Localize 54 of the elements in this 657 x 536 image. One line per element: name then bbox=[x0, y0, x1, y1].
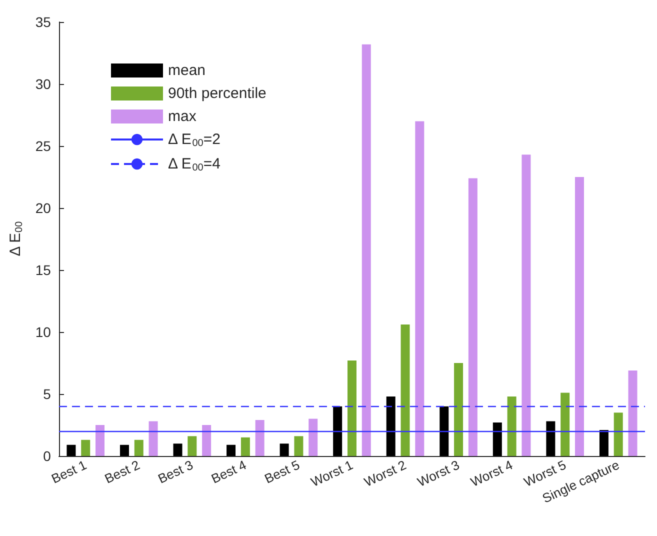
bar bbox=[628, 370, 638, 456]
bar bbox=[294, 436, 304, 456]
y-tick-label: 10 bbox=[35, 324, 52, 340]
x-tick-label: Worst 4 bbox=[468, 457, 515, 490]
bar bbox=[81, 440, 90, 456]
bar bbox=[400, 324, 410, 456]
legend-label: mean bbox=[168, 62, 206, 79]
bar bbox=[333, 406, 342, 456]
bar bbox=[226, 444, 236, 456]
bar bbox=[574, 177, 584, 456]
y-tick-label: 35 bbox=[35, 14, 52, 30]
bar bbox=[308, 418, 318, 456]
x-tick-label: Worst 2 bbox=[362, 457, 408, 490]
x-tick-label: Best 3 bbox=[156, 457, 196, 486]
bar bbox=[599, 430, 608, 456]
bar bbox=[280, 444, 289, 456]
x-tick-label: Worst 1 bbox=[308, 457, 356, 490]
bar bbox=[614, 412, 623, 456]
x-tick-label: Best 5 bbox=[262, 457, 302, 486]
bar bbox=[454, 363, 464, 456]
bar bbox=[522, 154, 531, 456]
y-tick-label: 30 bbox=[35, 76, 52, 92]
bar bbox=[492, 422, 502, 456]
y-tick-label: 0 bbox=[43, 448, 52, 464]
legend-label: max bbox=[168, 108, 197, 125]
y-tick-label: 25 bbox=[35, 138, 52, 154]
bar bbox=[546, 421, 556, 456]
bar bbox=[188, 436, 197, 456]
bar bbox=[362, 44, 371, 456]
bar bbox=[120, 444, 129, 456]
x-tick-label: Best 1 bbox=[49, 457, 89, 486]
bar bbox=[347, 360, 356, 456]
y-tick-label: 20 bbox=[35, 200, 52, 216]
bar bbox=[468, 178, 478, 456]
bar bbox=[148, 421, 158, 456]
bar bbox=[134, 440, 144, 456]
bar bbox=[66, 444, 76, 456]
y-tick-label: 15 bbox=[35, 262, 52, 278]
x-tick-label: Best 4 bbox=[208, 457, 249, 486]
y-axis-title: Δ E00 bbox=[7, 220, 25, 256]
bar bbox=[560, 392, 570, 456]
x-tick-label: Best 2 bbox=[102, 457, 142, 486]
bar bbox=[202, 425, 212, 456]
x-tick-label: Worst 3 bbox=[415, 457, 462, 490]
bar bbox=[386, 396, 396, 456]
legend-label: 90th percentile bbox=[168, 85, 266, 102]
bar bbox=[240, 437, 250, 456]
bar bbox=[255, 420, 264, 456]
bar bbox=[96, 425, 105, 456]
bar bbox=[415, 121, 424, 456]
bar bbox=[507, 396, 516, 456]
bar bbox=[173, 444, 182, 456]
bar bbox=[440, 406, 449, 456]
y-tick-label: 5 bbox=[43, 386, 52, 402]
